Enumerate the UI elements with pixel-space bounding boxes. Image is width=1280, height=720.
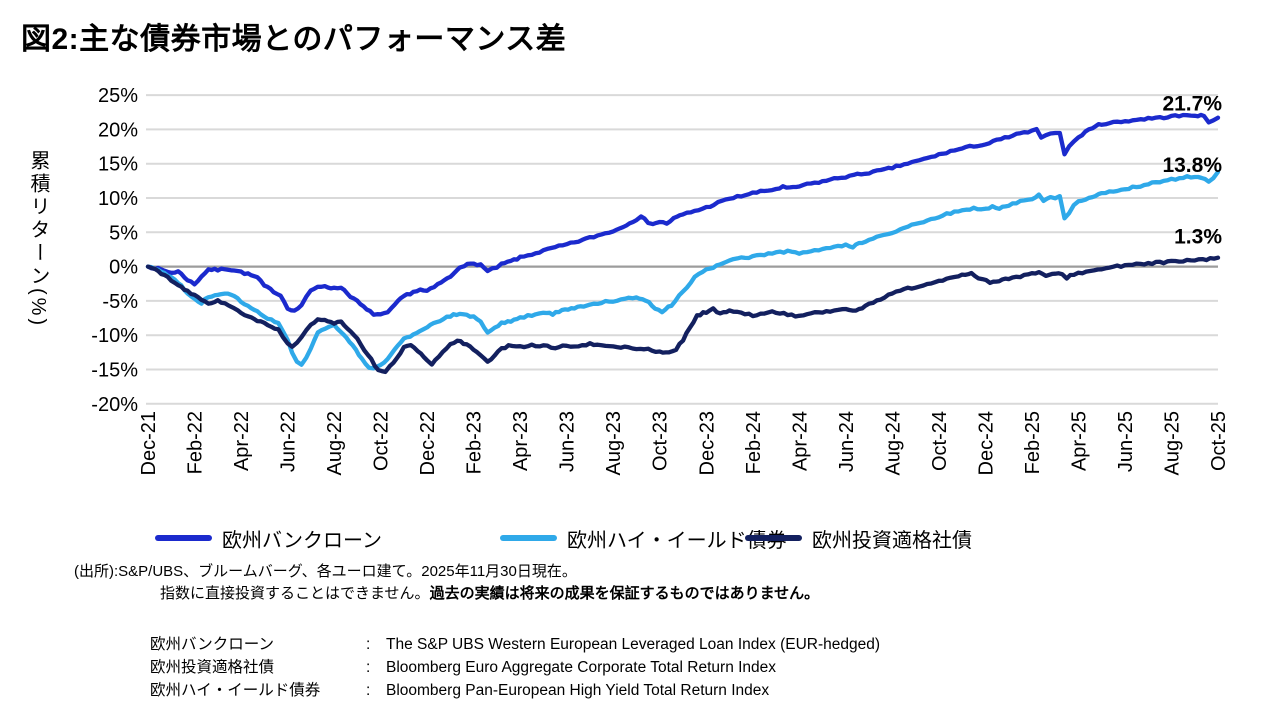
legend-label-investment-grade: 欧州投資適格社債 (812, 529, 972, 552)
y-axis-tick-label: 10% (98, 188, 138, 210)
x-axis-tick-label: Dec-21 (138, 411, 160, 475)
index-definition-row: 欧州投資適格社債 : Bloomberg Euro Aggregate Corp… (150, 656, 880, 679)
x-axis-tick-label: Aug-25 (1161, 411, 1183, 476)
x-axis-tick-label: Dec-24 (975, 411, 997, 475)
index-term: 欧州バンクローン (150, 636, 275, 653)
legend: 欧州バンクローン 欧州ハイ・イールド債券 欧州投資適格社債 (0, 524, 1280, 552)
x-axis-tick-label: Jun-25 (1115, 411, 1137, 472)
x-axis-tick-label: Jun-22 (278, 411, 300, 472)
series-end-label-1: 13.8% (1162, 154, 1222, 177)
x-axis-tick-label: Oct-22 (371, 411, 393, 471)
source-line2-normal: 指数に直接投資することはできません。 (160, 585, 430, 602)
x-axis-tick-label: Apr-22 (231, 411, 253, 471)
index-separator: : (366, 682, 371, 699)
legend-item-high-yield: 欧州ハイ・イールド債券 (500, 524, 787, 552)
y-axis-tick-label: 15% (98, 154, 138, 176)
legend-label-bank-loan: 欧州バンクローン (222, 529, 382, 552)
page-title: 図2:主な債券市場とのパフォーマンス差 (21, 23, 567, 56)
index-definition: The S&P UBS Western European Leveraged L… (386, 636, 881, 653)
series-end-label-0: 21.7% (1162, 93, 1222, 116)
series-line-0 (145, 112, 1221, 317)
x-axis-tick-label: Apr-25 (1068, 411, 1090, 471)
index-definition: Bloomberg Euro Aggregate Corporate Total… (386, 659, 777, 676)
legend-swatch-investment-grade (745, 535, 802, 541)
series-end-label-2: 1.3% (1174, 226, 1222, 249)
y-axis-title: 累積リターン(%) (27, 150, 49, 329)
series-line-2 (145, 255, 1221, 375)
legend-label-high-yield: 欧州ハイ・イールド債券 (567, 529, 787, 552)
x-axis-tick-label: Dec-22 (417, 411, 439, 475)
x-axis-tick-label: Apr-24 (789, 411, 811, 471)
y-axis-tick-label: 0% (109, 257, 138, 279)
legend-item-bank-loan: 欧州バンクローン (155, 524, 382, 552)
x-axis-tick-label: Feb-23 (464, 411, 486, 474)
legend-swatch-high-yield (500, 535, 557, 541)
y-axis-tick-label: 25% (98, 85, 138, 107)
source-line2-bold: 過去の実績は将来の成果を保証するものではありません。 (429, 585, 820, 602)
x-axis-tick-label: Jun-24 (836, 411, 858, 472)
x-axis-tick-label: Feb-22 (185, 411, 207, 474)
x-axis-tick-label: Aug-23 (603, 411, 625, 476)
index-separator: : (366, 659, 371, 676)
y-axis-tick-label: 5% (109, 222, 138, 244)
y-axis-tick-label: -5% (102, 291, 138, 313)
x-axis-tick-label: Feb-25 (1022, 411, 1044, 474)
index-definitions: 欧州バンクローン : The S&P UBS Western European … (150, 633, 880, 702)
source-line1-text: (出所):S&P/UBS、ブルームバーグ、各ユーロ建て。2025年11月30日現… (74, 563, 577, 580)
y-axis-tick-label: -15% (91, 360, 138, 382)
legend-swatch-bank-loan (155, 535, 212, 541)
y-axis-tick-label: 20% (98, 119, 138, 141)
index-definition-row: 欧州ハイ・イールド債券 : Bloomberg Pan-European Hig… (150, 679, 880, 702)
legend-item-investment-grade: 欧州投資適格社債 (745, 524, 972, 552)
x-axis-tick-label: Aug-24 (882, 411, 904, 476)
x-axis-tick-label: Oct-25 (1208, 411, 1230, 471)
index-separator: : (366, 636, 371, 653)
x-axis-tick-label: Oct-23 (650, 411, 672, 471)
x-axis-tick-label: Aug-22 (324, 411, 346, 476)
y-axis-tick-label: -10% (91, 325, 138, 347)
index-term: 欧州ハイ・イールド債券 (150, 682, 321, 699)
series-line-1 (145, 169, 1221, 371)
index-term: 欧州投資適格社債 (150, 659, 275, 676)
x-axis-tick-label: Jun-23 (557, 411, 579, 472)
source-note: (出所):S&P/UBS、ブルームバーグ、各ユーロ建て。2025年11月30日現… (74, 561, 819, 605)
x-axis-tick-label: Apr-23 (510, 411, 532, 471)
x-axis-tick-label: Oct-24 (929, 411, 951, 471)
source-line1: (出所):S&P/UBS、ブルームバーグ、各ユーロ建て。2025年11月30日現… (74, 561, 819, 583)
index-definition: Bloomberg Pan-European High Yield Total … (386, 682, 770, 699)
source-line2: 指数に直接投資することはできません。過去の実績は将来の成果を保証するものではあり… (160, 583, 819, 605)
x-axis-tick-label: Dec-23 (696, 411, 718, 475)
x-axis-tick-label: Feb-24 (743, 411, 765, 474)
index-definition-row: 欧州バンクローン : The S&P UBS Western European … (150, 633, 880, 656)
y-axis-tick-label: -20% (91, 394, 138, 416)
